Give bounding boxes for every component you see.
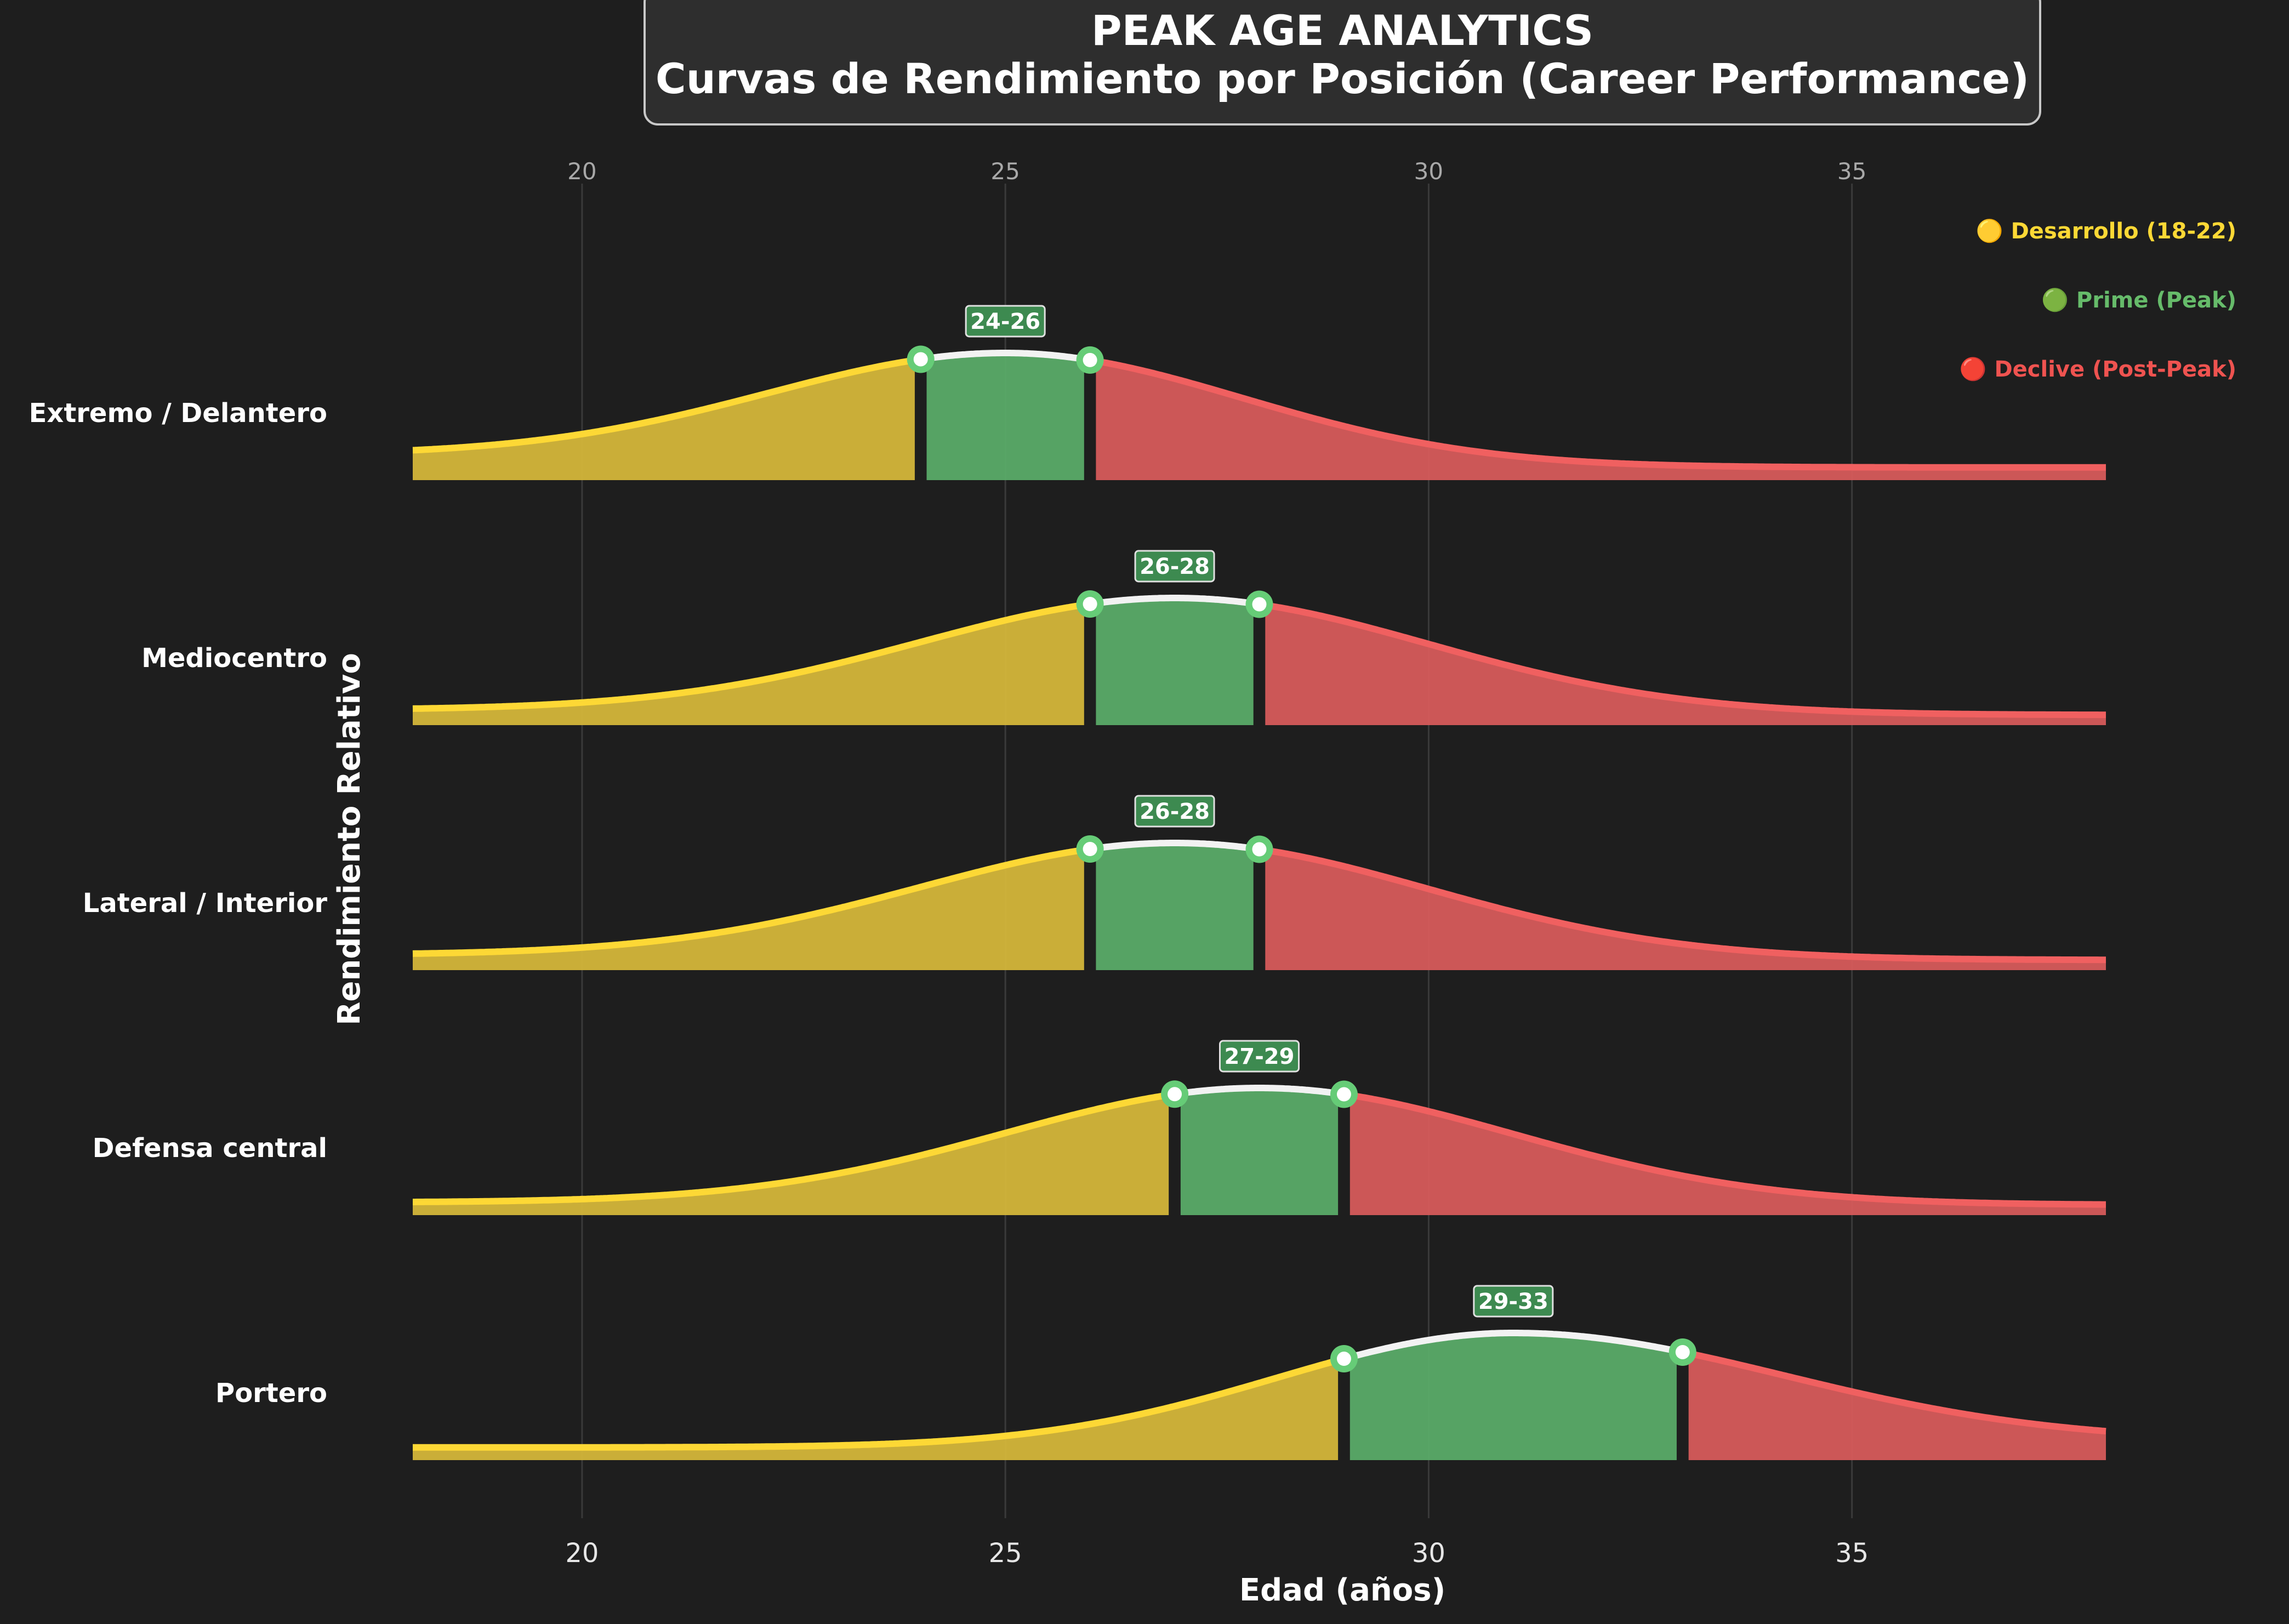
prime-area [1096, 598, 1254, 725]
x-axis-label: Edad (años) [1239, 1572, 1445, 1608]
peak-label-box [1473, 1285, 1554, 1318]
decline-area [1096, 361, 2106, 480]
peak-start-marker-center [1336, 1352, 1351, 1366]
legend-entry-0: 🟡 Desarrollo (18-22) [1976, 218, 2236, 244]
development-area [413, 605, 1084, 725]
chart-title: PEAK AGE ANALYTICS [1091, 6, 1593, 55]
peak-end-marker-center [1252, 597, 1267, 612]
development-line [411, 356, 922, 454]
development-line [411, 601, 1091, 712]
row-label: Defensa central [93, 1133, 327, 1164]
row-label: Portero [215, 1378, 327, 1409]
top-tick-label-30: 30 [1414, 158, 1443, 185]
development-line [411, 846, 1091, 957]
bottom-tick-label-25: 25 [989, 1538, 1022, 1569]
development-area [413, 1360, 1339, 1460]
top-tick-label-35: 35 [1837, 158, 1866, 185]
peak-start-marker-center [913, 352, 928, 367]
peak-end-marker-center [1675, 1344, 1690, 1359]
title-box: PEAK AGE ANALYTICS Curvas de Rendimiento… [644, 0, 2041, 126]
peak-label: 26-28 [1140, 554, 1210, 579]
peak-start-marker-center [1083, 597, 1097, 612]
development-area [413, 850, 1084, 970]
development-line [411, 1355, 1346, 1451]
prime-area [926, 353, 1084, 480]
decline-line [1681, 1349, 2108, 1435]
decline-area [1350, 1095, 2106, 1215]
bottom-axis-ticks: 20 25 30 35 [565, 1538, 1869, 1569]
prime-area [1096, 843, 1254, 970]
prime-area [1180, 1088, 1339, 1215]
prime-line [1089, 840, 1261, 853]
prime-area [1350, 1333, 1677, 1460]
prime-line [919, 350, 1091, 363]
prime-line [1089, 595, 1261, 608]
peak-end-marker-center [1083, 352, 1097, 367]
legend: 🟡 Desarrollo (18-22) 🟢 Prime (Peak) 🔴 Decl… [1960, 218, 2236, 382]
ridge-row-portero: 29-33 Portero [215, 1285, 2108, 1460]
ridge-row-extremo-delantero: 24-26 Extremo / Delantero [29, 305, 2108, 480]
peak-label-box [1134, 795, 1215, 828]
peak-label-box [1134, 550, 1215, 583]
legend-entry-2: 🔴 Declive (Post-Peak) [1960, 356, 2236, 382]
decline-line [1258, 846, 2108, 964]
peak-label: 29-33 [1478, 1289, 1548, 1314]
peak-start-marker-center [1168, 1087, 1182, 1102]
development-line [411, 1091, 1176, 1205]
ridge-row-defensa-central: 27-29 Defensa central [93, 1040, 2108, 1215]
prime-line [1173, 1085, 1346, 1098]
legend-entry-1: 🟢 Prime (Peak) [2041, 287, 2236, 313]
bottom-tick-label-35: 35 [1835, 1538, 1869, 1569]
row-label: Lateral / Interior [83, 888, 328, 919]
decline-area [1265, 605, 2106, 725]
top-axis-ticks: 20 25 30 35 [567, 158, 1866, 185]
top-tick-label-25: 25 [990, 158, 1020, 185]
development-area [413, 1095, 1169, 1215]
peak-end-marker-center [1336, 1087, 1351, 1102]
peak-start-marker-center [1083, 842, 1097, 857]
decline-line [1342, 1091, 2108, 1208]
peak-label: 27-29 [1225, 1044, 1295, 1069]
peak-label: 26-28 [1140, 799, 1210, 824]
prime-line [1342, 1330, 1684, 1362]
peak-label: 24-26 [970, 309, 1040, 334]
y-axis-label: Rendimiento Relativo [332, 653, 367, 1025]
bottom-tick-label-30: 30 [1412, 1538, 1445, 1569]
ridge-row-lateral-interior: 26-28 Lateral / Interior [83, 795, 2108, 970]
peak-label-box [965, 305, 1046, 338]
ridge-row-mediocentro: 26-28 Mediocentro [141, 550, 2108, 725]
row-label: Extremo / Delantero [29, 398, 327, 429]
ridge-rows: 24-26 Extremo / Delantero 26-28 Mediocentro… [29, 305, 2108, 1460]
peak-label-box [1219, 1040, 1300, 1073]
bottom-tick-label-20: 20 [565, 1538, 599, 1569]
top-tick-label-20: 20 [567, 158, 596, 185]
decline-area [1265, 850, 2106, 970]
decline-line [1089, 356, 2108, 471]
peak-end-marker-center [1252, 842, 1267, 857]
row-label: Mediocentro [141, 643, 327, 674]
chart-subtitle: Curvas de Rendimiento por Posición (Care… [656, 54, 2029, 103]
decline-line [1258, 601, 2108, 719]
